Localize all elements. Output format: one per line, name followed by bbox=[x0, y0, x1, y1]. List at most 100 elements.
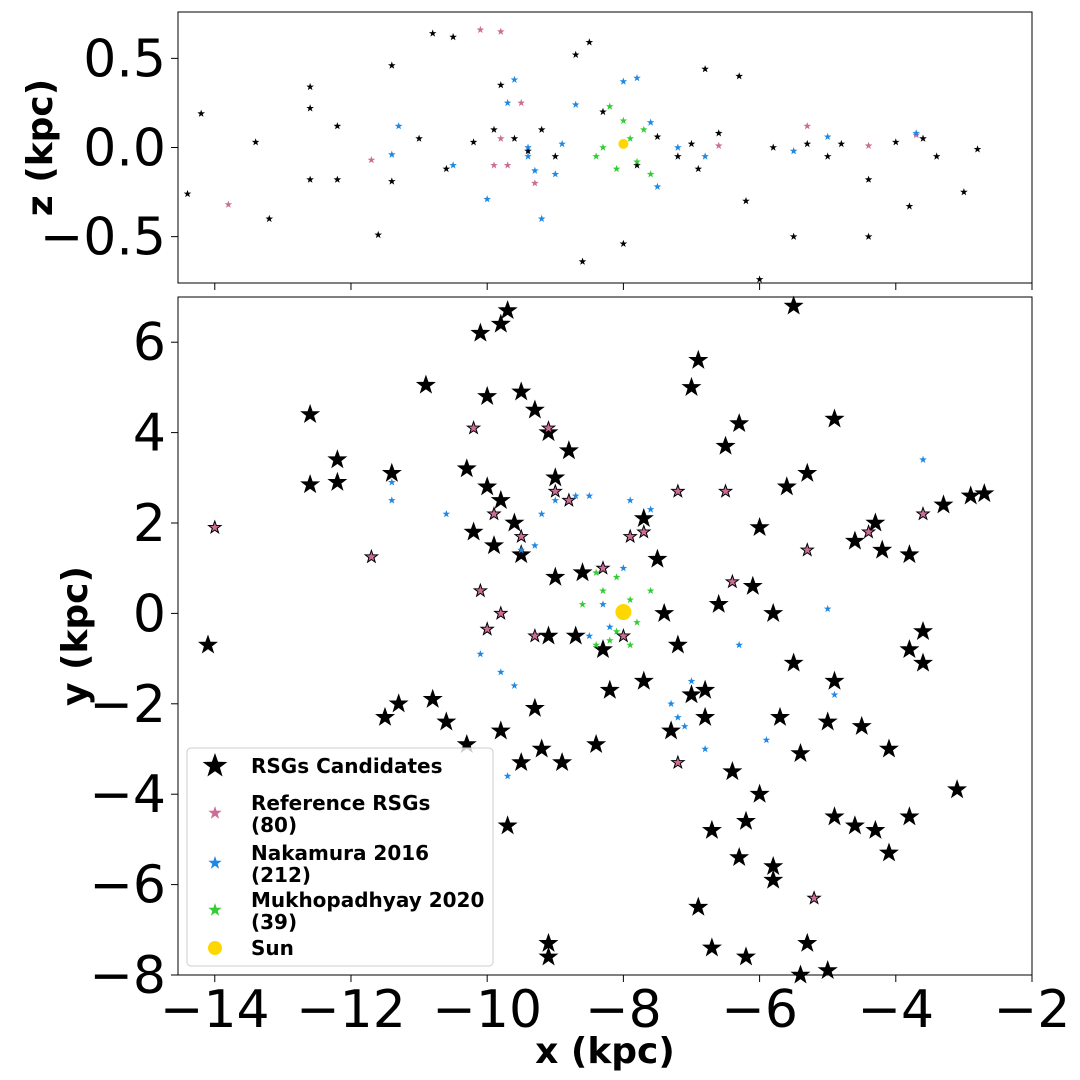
star-marker bbox=[197, 109, 205, 117]
star-marker bbox=[595, 560, 611, 575]
star-marker bbox=[551, 496, 560, 504]
star-marker bbox=[626, 641, 634, 649]
legend-marker bbox=[208, 903, 222, 916]
star-marker bbox=[497, 134, 505, 142]
star-marker bbox=[735, 641, 743, 649]
star-marker bbox=[823, 132, 832, 140]
y-tick-label: −6 bbox=[89, 856, 166, 916]
star-marker bbox=[479, 621, 495, 636]
star-marker bbox=[974, 483, 995, 503]
star-marker bbox=[763, 602, 784, 622]
star-marker bbox=[960, 188, 968, 196]
star-marker bbox=[803, 122, 812, 130]
star-marker bbox=[513, 528, 529, 544]
sun-marker bbox=[618, 138, 629, 149]
star-marker bbox=[789, 232, 798, 240]
star-marker bbox=[646, 586, 655, 594]
star-marker bbox=[388, 693, 409, 713]
star-marker bbox=[797, 462, 818, 482]
star-marker bbox=[470, 322, 491, 342]
star-marker bbox=[687, 139, 696, 148]
star-marker bbox=[538, 946, 559, 966]
y-tick-label: 0.0 bbox=[83, 119, 166, 179]
star-marker bbox=[681, 684, 702, 704]
star-marker bbox=[551, 170, 560, 178]
star-marker bbox=[701, 819, 722, 839]
star-marker bbox=[653, 132, 662, 140]
star-marker bbox=[803, 139, 812, 148]
star-marker bbox=[599, 107, 607, 116]
star-marker bbox=[797, 932, 818, 952]
star-marker bbox=[599, 586, 607, 594]
star-marker bbox=[511, 381, 532, 401]
star-marker bbox=[527, 627, 543, 643]
star-marker bbox=[449, 161, 457, 169]
star-marker bbox=[790, 742, 811, 763]
star-marker bbox=[327, 449, 348, 469]
star-marker bbox=[477, 385, 498, 405]
star-marker bbox=[490, 313, 511, 333]
star-marker bbox=[483, 195, 491, 203]
star-marker bbox=[708, 593, 729, 613]
star-marker bbox=[388, 61, 396, 69]
star-marker bbox=[714, 129, 723, 137]
star-marker bbox=[947, 779, 968, 799]
star-marker bbox=[497, 668, 505, 676]
star-marker bbox=[428, 29, 437, 37]
star-marker bbox=[615, 627, 632, 643]
star-marker bbox=[524, 152, 532, 160]
star-marker bbox=[538, 625, 559, 645]
star-marker bbox=[640, 125, 648, 133]
star-marker bbox=[864, 141, 873, 149]
star-marker bbox=[490, 489, 511, 509]
star-marker bbox=[465, 420, 482, 435]
plot-frame bbox=[177, 296, 1033, 976]
star-marker bbox=[701, 152, 709, 160]
star-marker bbox=[586, 733, 607, 754]
star-marker bbox=[571, 100, 580, 108]
legend-marker bbox=[208, 806, 222, 819]
star-marker bbox=[729, 413, 750, 433]
star-marker bbox=[306, 104, 314, 112]
star-marker bbox=[517, 546, 525, 554]
x-tick-label: −2 bbox=[994, 980, 1071, 1040]
star-marker bbox=[477, 476, 498, 496]
star-marker bbox=[612, 627, 621, 635]
star-marker bbox=[490, 161, 498, 169]
star-marker bbox=[483, 535, 505, 555]
star-marker bbox=[538, 422, 559, 442]
y-tick-label: −8 bbox=[89, 946, 166, 1006]
y-tick-label: 4 bbox=[133, 404, 166, 464]
y-axis-label: y (kpc) bbox=[55, 566, 96, 706]
star-marker bbox=[531, 541, 539, 549]
star-marker bbox=[367, 156, 376, 164]
star-marker bbox=[722, 761, 743, 781]
star-marker bbox=[300, 403, 321, 424]
star-marker bbox=[844, 530, 865, 550]
star-marker bbox=[511, 752, 532, 772]
star-marker bbox=[442, 510, 451, 518]
star-marker bbox=[207, 519, 223, 535]
legend-marker bbox=[202, 753, 228, 777]
legend-label: RSGs Candidates bbox=[251, 754, 443, 778]
star-marker bbox=[688, 349, 709, 369]
star-marker bbox=[769, 143, 777, 151]
star-marker bbox=[571, 50, 580, 58]
star-marker bbox=[633, 74, 641, 82]
star-marker bbox=[388, 177, 396, 185]
star-marker bbox=[565, 625, 586, 645]
star-marker bbox=[394, 122, 403, 130]
star-marker bbox=[633, 507, 654, 528]
star-marker bbox=[878, 738, 899, 758]
star-marker bbox=[905, 202, 914, 210]
star-marker bbox=[776, 476, 797, 496]
star-marker bbox=[878, 842, 899, 862]
star-marker bbox=[497, 81, 505, 89]
star-marker bbox=[592, 568, 600, 576]
star-marker bbox=[755, 275, 764, 283]
legend-label: Nakamura 2016 (212) bbox=[251, 841, 429, 887]
star-marker bbox=[851, 715, 872, 735]
star-marker bbox=[375, 706, 396, 726]
star-marker bbox=[224, 200, 233, 208]
